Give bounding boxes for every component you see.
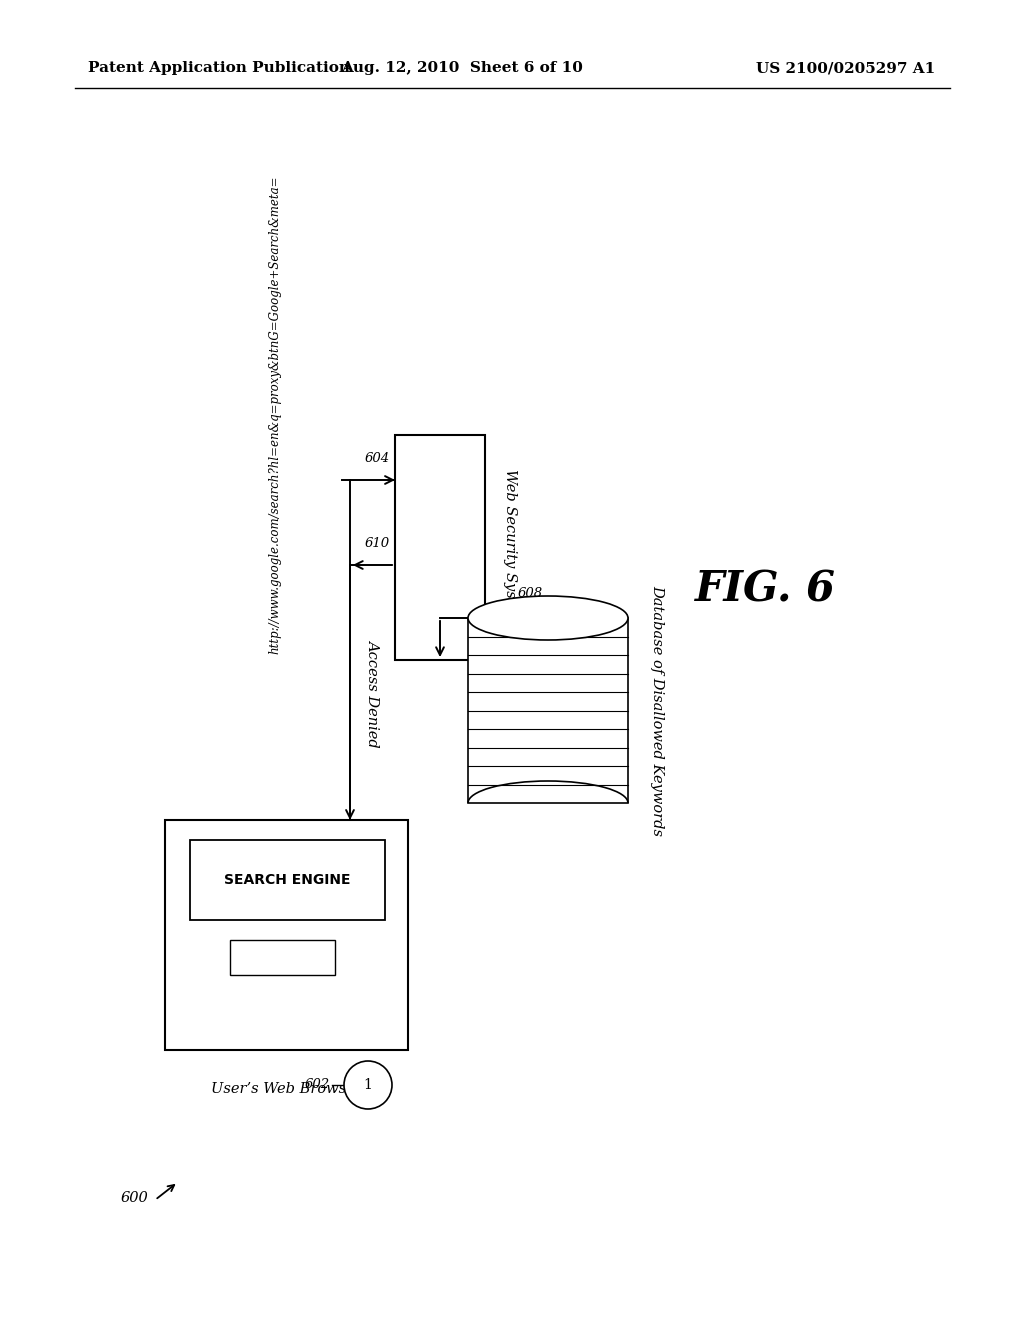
Bar <box>395 436 485 660</box>
Ellipse shape <box>468 597 628 640</box>
Bar <box>468 618 628 803</box>
Text: User’s Web Browser: User’s Web Browser <box>211 1082 361 1096</box>
Text: FIG. 6: FIG. 6 <box>694 569 836 611</box>
Bar <box>165 820 408 1049</box>
Text: Database of Disallowed Keywords: Database of Disallowed Keywords <box>650 585 664 836</box>
Text: SEARCH ENGINE: SEARCH ENGINE <box>224 873 351 887</box>
Text: Access Denied: Access Denied <box>366 639 380 746</box>
Text: 608: 608 <box>518 587 543 601</box>
Text: 610: 610 <box>365 537 390 550</box>
Bar <box>190 840 385 920</box>
Text: http://www.google.com/search?hl=en&q=proxy&btnG=Google+Search&meta=: http://www.google.com/search?hl=en&q=pro… <box>268 176 281 653</box>
Text: 1: 1 <box>364 1078 373 1092</box>
Text: Patent Application Publication: Patent Application Publication <box>88 61 350 75</box>
Text: 604: 604 <box>365 451 390 465</box>
Text: 602: 602 <box>305 1078 330 1092</box>
Text: Aug. 12, 2010  Sheet 6 of 10: Aug. 12, 2010 Sheet 6 of 10 <box>341 61 583 75</box>
Text: US 2100/0205297 A1: US 2100/0205297 A1 <box>756 61 935 75</box>
Circle shape <box>344 1061 392 1109</box>
Text: 600: 600 <box>120 1191 148 1205</box>
Bar <box>230 940 335 975</box>
Text: Web Security System: Web Security System <box>503 469 517 626</box>
